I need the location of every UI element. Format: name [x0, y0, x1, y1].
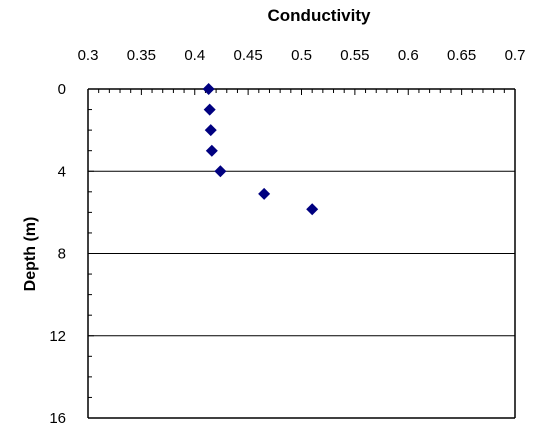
data-point — [258, 187, 271, 200]
tick-labels-layer: 0.3 0.35 0.4 0.45 0.5 0.55 0.6 0.65 0.7 0 4 8 12 16 — [49, 47, 525, 427]
y-tick-label: 16 — [49, 410, 66, 427]
data-point — [202, 83, 215, 95]
x-tick-label: 0.6 — [398, 47, 419, 64]
grid-layer — [88, 170, 515, 337]
y-tick-label: 8 — [58, 246, 66, 263]
data-point — [204, 124, 217, 137]
chart-title: Conductivity — [268, 6, 371, 25]
x-tick-label: 0.3 — [78, 47, 99, 64]
y-axis-label: Depth (m) — [22, 217, 39, 292]
x-tick-label: 0.65 — [447, 47, 476, 64]
data-point — [205, 144, 218, 157]
data-points-layer — [202, 83, 319, 216]
data-point — [306, 203, 319, 216]
x-tick-label: 0.35 — [127, 47, 156, 64]
data-point — [203, 103, 216, 116]
y-tick-label: 0 — [58, 81, 66, 98]
x-tick-label: 0.4 — [184, 47, 205, 64]
x-tick-label: 0.7 — [505, 47, 526, 64]
ticks-layer — [87, 88, 516, 419]
y-tick-label: 4 — [58, 163, 66, 180]
data-point — [214, 165, 227, 178]
x-tick-label: 0.55 — [340, 47, 369, 64]
x-tick-label: 0.45 — [234, 47, 263, 64]
y-tick-label: 12 — [49, 328, 66, 345]
x-tick-label: 0.5 — [291, 47, 312, 64]
